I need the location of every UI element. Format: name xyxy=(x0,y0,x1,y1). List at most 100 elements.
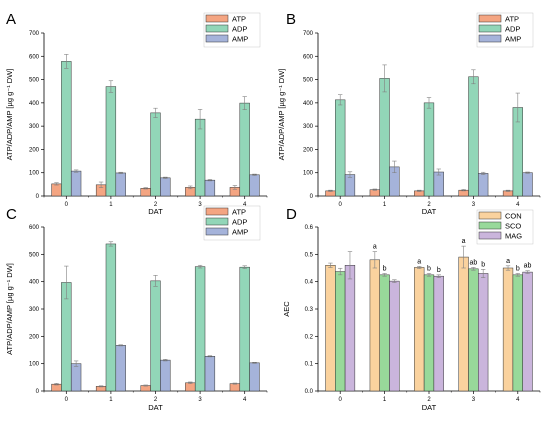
significance-label: ab xyxy=(524,263,532,270)
panel-letter: D xyxy=(286,206,297,223)
bar-MAG-2 xyxy=(433,275,444,392)
bar-AMP-2 xyxy=(433,171,444,197)
x-tick-label: 4 xyxy=(516,397,520,403)
panel-C: C 0 100 200 300 400 500 600 0 1 2 3 4 DAT ATP/ADP/AMP … xyxy=(5,205,268,412)
bar-AMP-2 xyxy=(160,177,171,197)
x-tick-label: 0 xyxy=(65,202,69,208)
y-tick-label: 700 xyxy=(29,31,40,37)
bar-SCO-0 xyxy=(335,271,346,392)
x-tick-label: 2 xyxy=(427,202,431,208)
y-tick-label: 500 xyxy=(29,252,40,258)
bar-CON-4 xyxy=(502,267,514,392)
x-tick-label: 2 xyxy=(154,397,158,403)
panel-B: B 0 100 200 300 400 500 600 700 0 1 2 3 4 DAT ATP/ADP/A… xyxy=(277,11,541,216)
y-tick-label: 300 xyxy=(29,307,40,313)
legend-swatch-MAG xyxy=(478,231,502,240)
legend-swatch-ATP xyxy=(205,207,229,216)
y-tick-label: 100 xyxy=(303,171,314,177)
x-tick-label: 3 xyxy=(472,202,476,208)
bar-ADP-4 xyxy=(239,266,250,392)
bar-ATP-0 xyxy=(51,183,62,197)
legend-label-AMP: AMP xyxy=(232,35,248,44)
bar-AMP-4 xyxy=(522,172,533,197)
y-tick-label: 0.1 xyxy=(305,362,314,368)
significance-label: b xyxy=(383,265,387,272)
significance-label: a xyxy=(417,258,421,265)
y-tick-label: 0.2 xyxy=(305,334,314,340)
panel-letter: C xyxy=(6,206,17,223)
legend-swatch-ADP xyxy=(478,24,502,33)
x-axis-label: DAT xyxy=(422,207,437,216)
y-tick-label: 0.3 xyxy=(305,307,314,313)
y-tick-label: 500 xyxy=(303,78,314,84)
significance-label: ab xyxy=(470,259,478,266)
legend-swatch-SCO xyxy=(478,221,502,230)
x-tick-label: 4 xyxy=(516,202,520,208)
y-tick-label: 400 xyxy=(303,101,314,107)
y-tick-label: 600 xyxy=(29,54,40,60)
bar-AMP-3 xyxy=(204,356,216,392)
y-tick-label: 200 xyxy=(29,334,40,340)
y-tick-label: 0.6 xyxy=(305,225,314,231)
bar-CON-1 xyxy=(369,259,380,392)
y-tick-label: 0 xyxy=(36,194,40,200)
x-tick-label: 4 xyxy=(243,397,247,403)
y-tick-label: 300 xyxy=(303,124,314,130)
significance-label: b xyxy=(427,265,431,272)
bar-AMP-2 xyxy=(160,359,171,392)
bar-ADP-1 xyxy=(105,86,117,197)
bar-MAG-3 xyxy=(478,273,489,392)
bar-ATP-2 xyxy=(140,188,151,197)
bar-ADP-0 xyxy=(61,61,72,197)
bar-ATP-4 xyxy=(229,383,241,392)
y-axis-label: ATP/ADP/AMP [µg g⁻¹ DW] xyxy=(5,69,14,161)
legend-label-SCO: SCO xyxy=(505,222,521,231)
bar-AMP-0 xyxy=(70,363,82,392)
x-tick-label: 3 xyxy=(198,202,202,208)
y-tick-label: 0.0 xyxy=(305,389,314,395)
bar-SCO-2 xyxy=(423,274,435,392)
significance-label: b xyxy=(437,267,441,274)
x-axis-label: DAT xyxy=(422,403,437,412)
bar-AMP-3 xyxy=(478,173,489,197)
significance-label: a xyxy=(373,244,377,251)
x-tick-label: 0 xyxy=(339,397,343,403)
x-tick-label: 2 xyxy=(154,202,158,208)
x-tick-label: 3 xyxy=(472,397,476,403)
legend-swatch-CON xyxy=(478,211,502,220)
bar-ADP-3 xyxy=(194,266,206,392)
bar-ADP-1 xyxy=(379,78,390,197)
bar-SCO-3 xyxy=(468,268,479,392)
bar-MAG-1 xyxy=(389,280,400,392)
y-axis-label: ATP/ADP/AMP [µg g⁻¹ DW] xyxy=(277,69,286,161)
bar-SCO-1 xyxy=(379,274,390,392)
panel-A: A 0 100 200 300 400 500 600 700 0 1 2 3 4 DAT ATP/ADP/A… xyxy=(5,11,268,216)
bar-AMP-1 xyxy=(115,172,126,197)
bar-AMP-4 xyxy=(249,174,260,197)
y-tick-label: 200 xyxy=(303,147,314,153)
x-tick-label: 1 xyxy=(109,397,113,403)
bar-AMP-0 xyxy=(70,170,82,197)
y-axis-label: ATP/ADP/AMP [µg g⁻¹ DW] xyxy=(5,263,14,355)
legend-swatch-ADP xyxy=(205,217,229,226)
y-tick-label: 300 xyxy=(29,124,40,130)
legend-label-AMP: AMP xyxy=(505,35,521,44)
bar-ADP-3 xyxy=(194,118,206,197)
y-tick-label: 0.4 xyxy=(305,280,314,286)
legend-label-CON: CON xyxy=(505,212,522,221)
y-tick-label: 100 xyxy=(29,171,40,177)
bar-ADP-2 xyxy=(423,102,435,197)
bar-AMP-0 xyxy=(344,174,356,197)
legend-swatch-ATP xyxy=(205,14,229,23)
legend-label-AMP: AMP xyxy=(232,228,248,237)
bar-CON-2 xyxy=(414,267,425,392)
bar-CON-3 xyxy=(458,256,469,392)
y-tick-label: 200 xyxy=(29,147,40,153)
bar-ADP-0 xyxy=(335,99,346,197)
bar-ADP-4 xyxy=(239,102,250,197)
